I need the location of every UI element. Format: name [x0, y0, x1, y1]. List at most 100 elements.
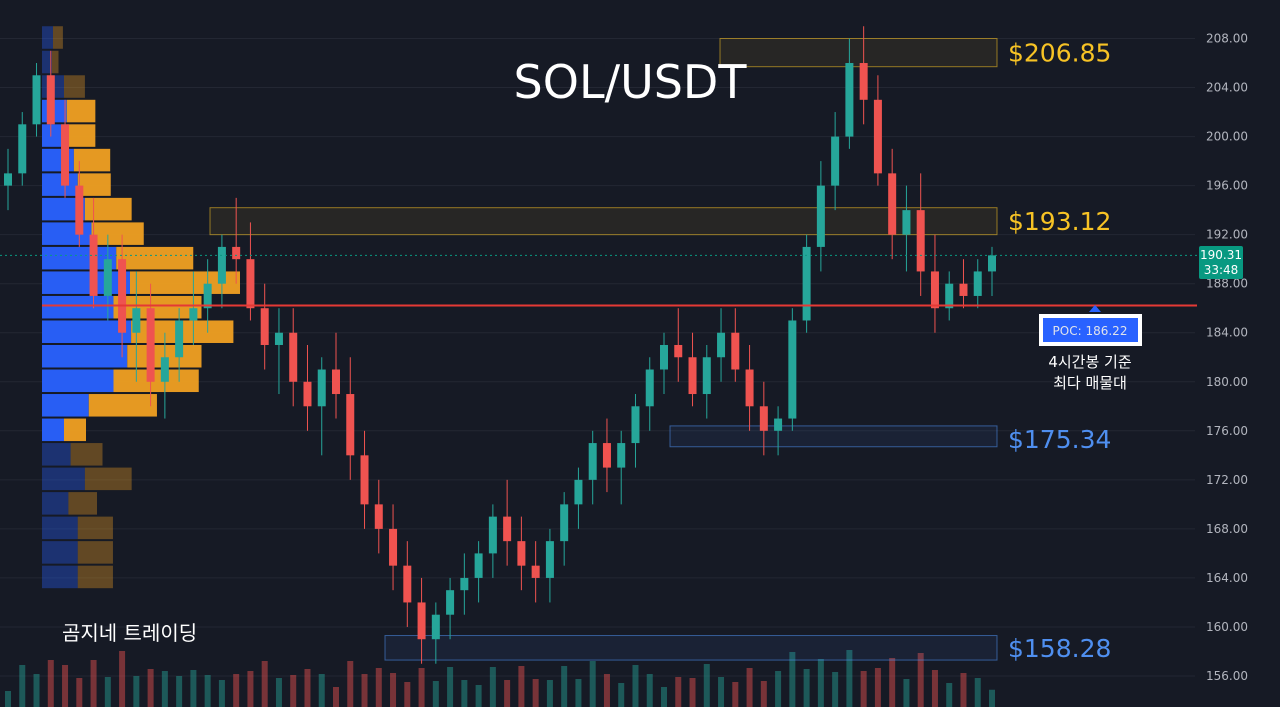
price-axis[interactable]: 208.00 204.00 200.00 196.00 192.00 188.00 184.… [1206, 32, 1248, 684]
volume-bar [161, 671, 168, 707]
profile-sell-bar [70, 443, 103, 466]
candle-body [61, 124, 70, 186]
volume-bar [561, 666, 568, 707]
profile-buy-bar [42, 344, 128, 368]
candle-body [332, 369, 340, 395]
volume-bar [775, 671, 782, 707]
volume-bar [290, 675, 297, 707]
volume-bar [931, 670, 938, 707]
volume-bar [903, 679, 910, 707]
volume-bar [204, 675, 211, 707]
profile-sell-bar [64, 418, 86, 442]
candle-body [959, 283, 968, 296]
volume-bar [546, 680, 553, 707]
profile-sell-bar [88, 394, 157, 417]
volume-bar [846, 650, 853, 707]
profile-sell-bar [51, 50, 59, 74]
profile-sell-bar [84, 467, 132, 491]
candle-body [888, 173, 897, 235]
candle-body [317, 369, 326, 407]
candle-body [389, 528, 398, 566]
candle-body [18, 124, 27, 174]
volume-bar [447, 667, 454, 707]
profile-sell-bar [53, 26, 63, 49]
candle-body [560, 504, 569, 542]
candle-body [189, 308, 198, 321]
candle-body [360, 455, 369, 505]
volume-bar [974, 678, 981, 707]
level-zone [209, 207, 998, 236]
volume-bar [946, 683, 953, 707]
volume-bar [889, 658, 896, 707]
volume-bar [589, 661, 596, 707]
candle-body [660, 344, 668, 370]
volume-bar [104, 677, 111, 707]
candle-body [488, 516, 497, 554]
profile-sell-bar [77, 173, 111, 196]
volume-bar [404, 682, 411, 707]
candle-body [945, 283, 954, 309]
last-price-pill: 190.31 33:48 [1199, 246, 1243, 279]
volume-bar [432, 681, 439, 707]
profile-sell-bar [77, 516, 113, 540]
chart-title: SOL/USDT [514, 55, 748, 109]
volume-bar [333, 687, 339, 707]
candle-body [617, 443, 626, 468]
volume-bar [489, 667, 496, 707]
volume-bar [233, 674, 240, 707]
profile-buy-bar [42, 50, 52, 74]
volume-bar [718, 677, 725, 707]
volume-bar [275, 678, 282, 707]
profile-sell-bar [116, 246, 194, 270]
candle-body [602, 443, 611, 468]
level-label: $193.12 [1008, 207, 1111, 236]
level-label: $158.28 [1008, 634, 1111, 663]
candle-body [545, 541, 554, 578]
volume-bar [19, 665, 26, 707]
candle-body [788, 320, 797, 419]
profile-buy-bar [42, 369, 114, 393]
y-tick-label: 180.00 [1206, 375, 1248, 389]
watermark-text: 곰지네 트레이딩 [62, 621, 197, 645]
poc-badge: POC: 186.22 [1039, 305, 1142, 346]
profile-sell-bar [66, 124, 96, 147]
level-labels: $206.85 $193.12 $175.34 $158.28 [1008, 39, 1111, 663]
volume-bar [461, 680, 468, 707]
volume-bar [33, 674, 40, 707]
y-tick-label: 200.00 [1206, 130, 1248, 144]
candle-body [674, 344, 683, 358]
profile-buy-bar [42, 443, 71, 466]
volume-bar [361, 674, 368, 707]
volume-bar [817, 659, 824, 707]
volume-bar [675, 677, 682, 707]
profile-sell-bar [77, 541, 113, 564]
volume-bar [261, 661, 268, 707]
candle-body [802, 246, 811, 321]
profile-buy-bar [42, 541, 78, 564]
candle-body [588, 443, 597, 480]
candle-body [531, 565, 540, 578]
profile-buy-bar [42, 246, 117, 270]
timeframe-note-line1: 4시간봉 기준 [1048, 353, 1132, 371]
timeframe-note-line2: 최다 매물대 [1053, 374, 1127, 392]
candle-body [503, 516, 512, 542]
candle-body [75, 185, 84, 235]
candle-body [274, 332, 283, 345]
level-label: $175.34 [1008, 425, 1111, 454]
profile-buy-bar [42, 394, 89, 417]
candle-body [916, 210, 925, 272]
candle-body [46, 75, 55, 125]
candle-body [175, 320, 184, 358]
profile-buy-bar [42, 320, 132, 343]
candle-body [118, 259, 127, 333]
level-zones [209, 38, 998, 661]
candle-body [988, 255, 996, 272]
candle-body [645, 369, 654, 407]
y-tick-label: 196.00 [1206, 179, 1248, 193]
volume-bar [760, 681, 767, 707]
profile-sell-bar [130, 271, 240, 294]
volume-bar [218, 680, 225, 707]
volume-bar [960, 673, 967, 707]
